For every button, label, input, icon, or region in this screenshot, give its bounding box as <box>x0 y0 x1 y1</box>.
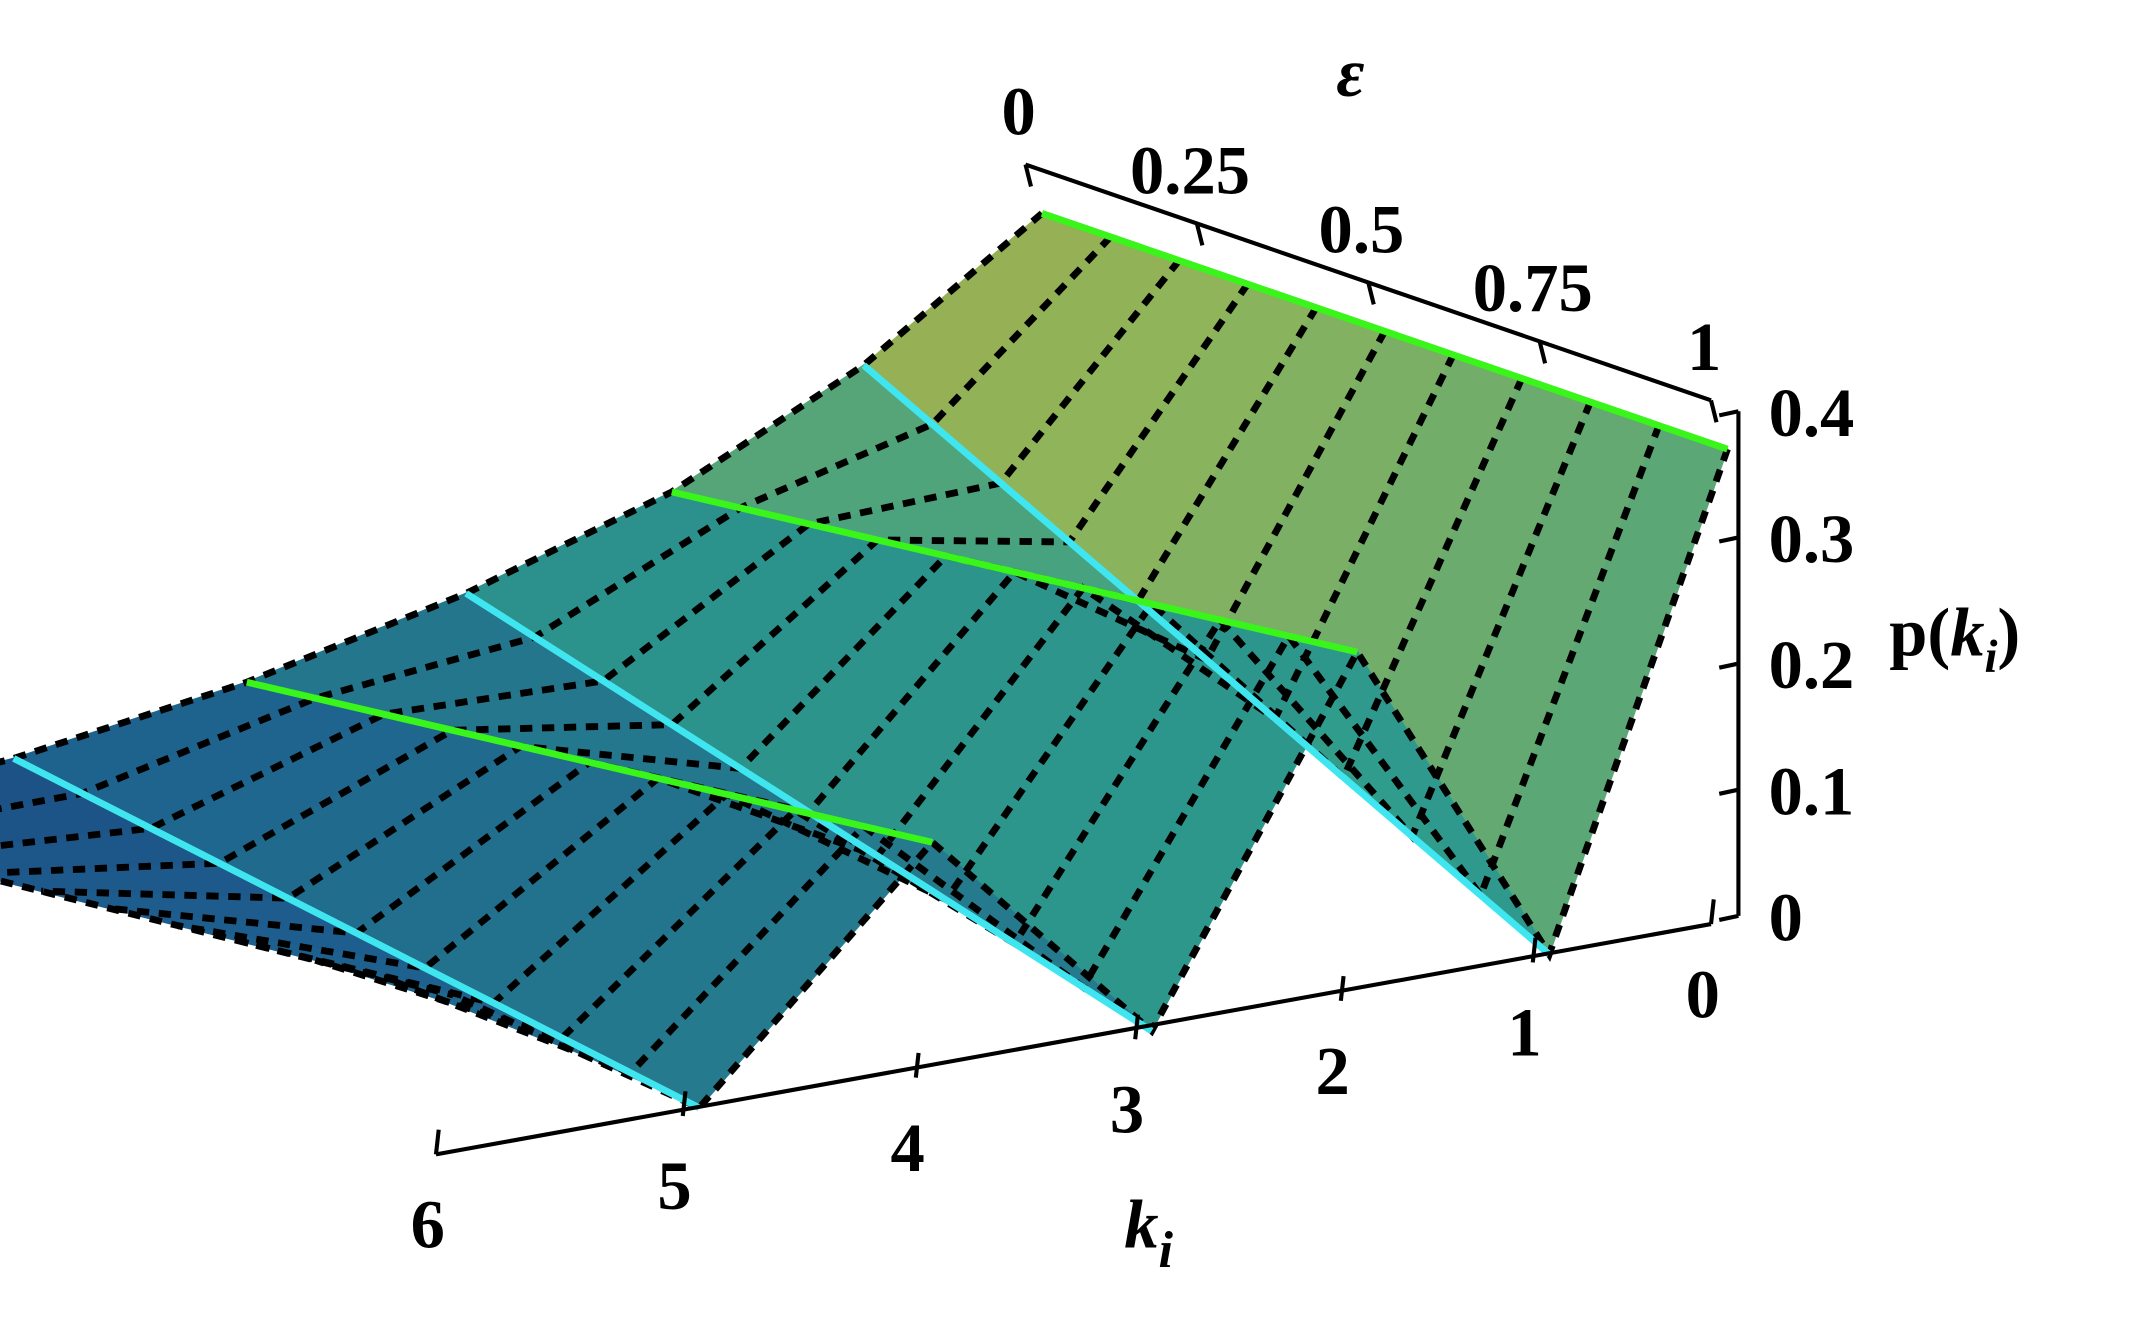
z-tick <box>1718 913 1739 922</box>
k-line <box>1040 210 1729 453</box>
x-tick-label: 2 <box>1315 1033 1349 1109</box>
y-axis-title: ε <box>1336 35 1364 111</box>
z-tick <box>1718 661 1739 670</box>
z-tick <box>1718 409 1739 418</box>
x-tick <box>1708 899 1716 925</box>
y-tick <box>1023 164 1033 187</box>
y-tick <box>1709 399 1719 423</box>
y-tick-label: 0.5 <box>1319 191 1405 267</box>
x-tick-label: 5 <box>657 1148 691 1224</box>
z-tick-label: 0.2 <box>1769 627 1855 703</box>
z-tick-label: 0.4 <box>1769 375 1855 451</box>
y-tick <box>1537 340 1548 364</box>
k-line <box>246 678 934 846</box>
k-line <box>861 362 1552 957</box>
z-axis-title-sub: i <box>1984 631 1997 683</box>
labels: ε ki p(ki) <box>1124 35 2020 1279</box>
y-tick <box>1366 281 1376 305</box>
x-tick <box>1338 975 1346 1002</box>
y-tick-label: 0.75 <box>1473 250 1593 326</box>
x-tick <box>1530 937 1538 963</box>
z-tick-label: 0.1 <box>1769 753 1855 829</box>
y-tick-label: 1 <box>1687 309 1721 385</box>
x-tick-label: 4 <box>890 1110 924 1186</box>
x-tick-label: 1 <box>1507 995 1541 1071</box>
k-line <box>671 488 1359 656</box>
x-tick <box>913 1052 921 1078</box>
z-axis-title-part: k <box>1950 594 1984 670</box>
x-tick <box>680 1091 688 1117</box>
z-tick-label: 0 <box>1769 880 1803 956</box>
x-axis-title-base: k <box>1124 1187 1158 1263</box>
x-tick-label: 0 <box>1686 956 1720 1032</box>
plot-area: 0 0.25 0.5 0.75 1 0 1 2 3 4 5 6 0 0.1 0.2 0.3 0.4 <box>0 73 1855 1263</box>
x-axis-title: ki <box>1124 1187 1173 1279</box>
x-tick-label: 3 <box>1110 1071 1144 1147</box>
z-tick-label: 0.3 <box>1769 501 1855 577</box>
y-tick-label: 0.25 <box>1130 132 1250 208</box>
z-axis-title: p(ki) <box>1889 594 2020 682</box>
x-tick <box>433 1129 441 1155</box>
k-line <box>0 877 454 999</box>
y-tick <box>1194 222 1205 246</box>
x-tick-label: 6 <box>411 1187 445 1263</box>
k-line <box>12 755 701 1111</box>
z-tick <box>1718 535 1739 544</box>
z-axis-title-part: p( <box>1889 594 1950 670</box>
x-axis-title-sub: i <box>1159 1222 1174 1279</box>
y-tick-label: 0 <box>1002 73 1036 149</box>
x-axis-line <box>435 922 1712 1157</box>
z-axis-title-part: ) <box>1997 594 2020 670</box>
x-tick <box>1133 1014 1140 1040</box>
z-tick <box>1718 787 1739 796</box>
